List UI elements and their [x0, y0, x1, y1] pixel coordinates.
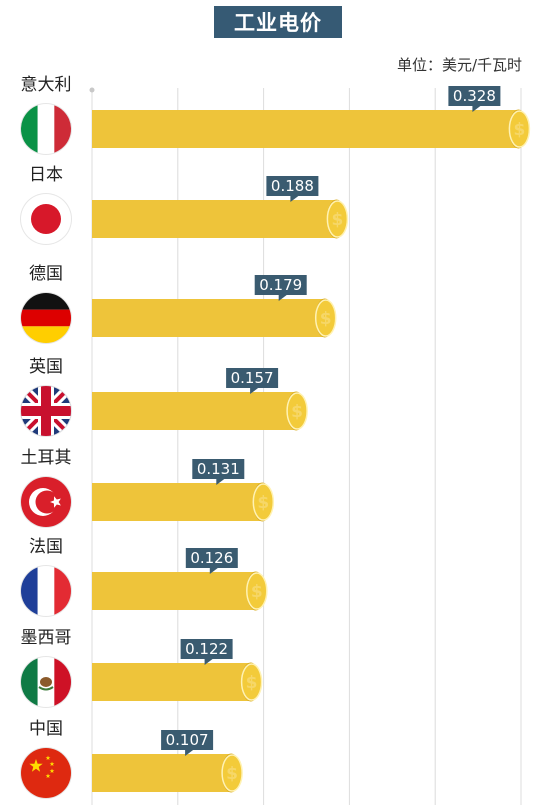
bar	[92, 299, 325, 337]
category-label: 意大利	[21, 75, 72, 95]
bar	[92, 754, 232, 792]
value-label-pointer	[290, 196, 299, 202]
svg-text:$: $	[320, 309, 332, 329]
bar	[92, 110, 519, 148]
dollar-coin-icon: $	[286, 392, 308, 430]
value-label: 0.328	[453, 87, 496, 105]
uk-flag-icon	[21, 386, 71, 436]
bar	[92, 200, 337, 238]
value-label: 0.107	[166, 731, 209, 749]
value-label-pointer	[216, 479, 225, 485]
japan-flag-icon	[21, 194, 71, 244]
dollar-coin-icon: $	[508, 110, 531, 148]
value-label-pointer	[250, 388, 259, 394]
bar-row: 英国 $0.157	[20, 357, 308, 437]
bar	[92, 392, 297, 430]
value-label-box	[180, 639, 233, 659]
category-label: 墨西哥	[21, 628, 72, 648]
france-flag-icon	[21, 566, 71, 616]
value-label-box	[161, 730, 214, 750]
svg-text:$: $	[291, 402, 303, 422]
dollar-coin-icon: $	[240, 663, 263, 701]
value-label: 0.122	[185, 640, 228, 658]
bar	[92, 483, 263, 521]
svg-text:$: $	[226, 764, 238, 784]
mexico-flag-icon	[21, 657, 71, 707]
value-label-pointer	[472, 106, 481, 112]
category-label: 法国	[29, 537, 63, 557]
category-label: 日本	[29, 165, 63, 185]
value-label: 0.126	[190, 549, 233, 567]
svg-text:$: $	[331, 210, 343, 230]
svg-text:$: $	[246, 673, 258, 693]
value-label-pointer	[209, 568, 218, 574]
value-label: 0.188	[271, 177, 314, 195]
dollar-coin-icon: $	[314, 299, 337, 337]
value-label-box	[185, 548, 238, 568]
axis-origin-dot	[89, 87, 95, 93]
svg-text:$: $	[513, 120, 525, 140]
unit-label: 单位：美元/千瓦时	[396, 56, 522, 74]
svg-text:$: $	[251, 582, 263, 602]
bar-row: 土耳其 $0.131	[20, 448, 275, 528]
bar-row: 法国 $0.126	[20, 537, 268, 617]
bar	[92, 663, 251, 701]
value-label: 0.179	[259, 276, 302, 294]
value-label: 0.131	[197, 460, 240, 478]
value-label-box	[192, 459, 245, 479]
value-label-box	[448, 86, 501, 106]
value-label-pointer	[204, 659, 213, 665]
value-label-box	[254, 275, 307, 295]
germany-flag-icon	[21, 293, 71, 343]
bar-row: 日本 $0.188	[20, 165, 349, 245]
dollar-coin-icon: $	[252, 483, 275, 521]
category-label: 土耳其	[21, 448, 72, 468]
chart-title: 工业电价	[214, 6, 342, 38]
category-label: 英国	[29, 357, 63, 377]
value-label-pointer	[278, 295, 287, 301]
category-label: 德国	[29, 264, 63, 284]
dollar-coin-icon: $	[221, 754, 243, 792]
turkey-flag-icon	[21, 477, 71, 527]
value-label-box	[226, 368, 279, 388]
bar-row: 中国 $0.107	[20, 719, 243, 799]
bar-row: 意大利 $0.328	[20, 75, 531, 155]
italy-flag-icon	[21, 104, 71, 154]
dollar-coin-icon: $	[326, 200, 349, 238]
dollar-coin-icon: $	[246, 572, 268, 610]
value-label: 0.157	[231, 369, 274, 387]
category-label: 中国	[29, 719, 63, 739]
value-label-box	[266, 176, 319, 196]
value-label-pointer	[185, 750, 194, 756]
svg-text:$: $	[257, 493, 269, 513]
china-flag-icon	[21, 748, 71, 798]
bar	[92, 572, 256, 610]
bar-row: 德国 $0.179	[20, 264, 337, 344]
bar-row: 墨西哥 $0.122	[20, 628, 263, 708]
